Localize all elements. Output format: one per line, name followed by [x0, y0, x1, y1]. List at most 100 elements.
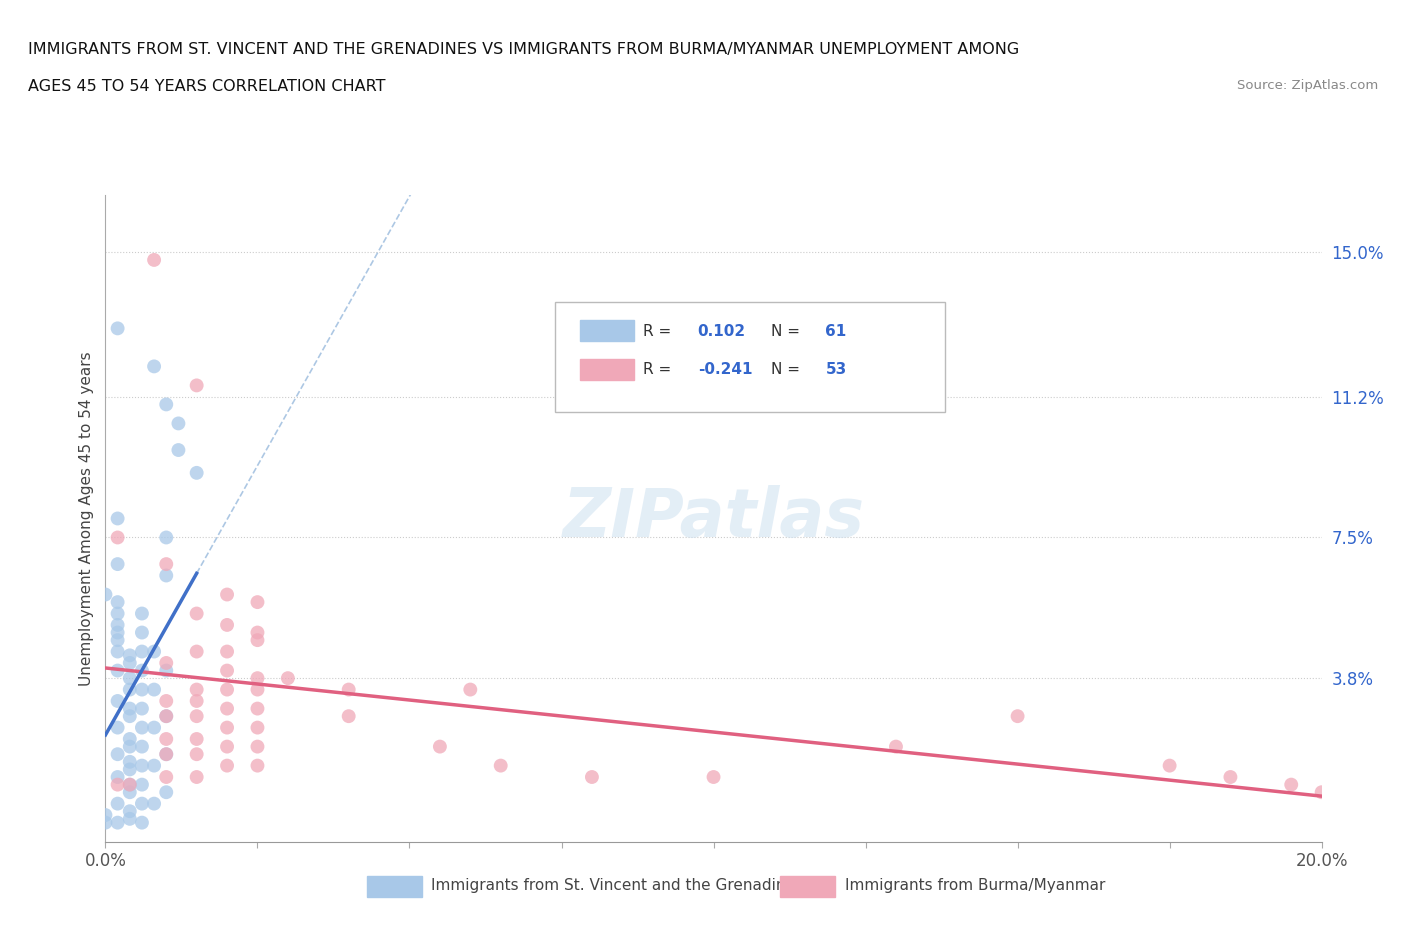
Point — [131, 777, 153, 792]
Point — [118, 648, 141, 663]
Point — [1159, 758, 1181, 773]
Point — [118, 739, 141, 754]
Point — [118, 754, 141, 769]
Point — [107, 606, 129, 621]
Point — [155, 397, 177, 412]
Point — [131, 720, 153, 735]
Point — [118, 804, 141, 818]
Point — [186, 465, 208, 480]
Point — [246, 682, 269, 697]
Point — [94, 807, 117, 822]
Point — [107, 816, 129, 830]
Point — [131, 625, 153, 640]
Point — [429, 739, 451, 754]
Point — [246, 625, 269, 640]
Point — [489, 758, 512, 773]
FancyBboxPatch shape — [780, 876, 835, 897]
Point — [217, 587, 239, 602]
Point — [186, 732, 208, 747]
Point — [155, 656, 177, 671]
Point — [186, 606, 208, 621]
Point — [118, 785, 141, 800]
Point — [131, 701, 153, 716]
Point — [155, 530, 177, 545]
Point — [217, 758, 239, 773]
Text: Source: ZipAtlas.com: Source: ZipAtlas.com — [1237, 79, 1378, 92]
Point — [107, 663, 129, 678]
Point — [143, 359, 166, 374]
Point — [107, 557, 129, 572]
Point — [155, 709, 177, 724]
Point — [246, 594, 269, 609]
Text: Immigrants from St. Vincent and the Grenadines: Immigrants from St. Vincent and the Gren… — [432, 878, 803, 893]
Point — [581, 770, 603, 785]
Point — [1279, 777, 1302, 792]
Point — [107, 594, 129, 609]
Point — [167, 416, 190, 431]
Point — [118, 732, 141, 747]
Point — [131, 796, 153, 811]
FancyBboxPatch shape — [555, 302, 945, 412]
Point — [217, 644, 239, 659]
Point — [155, 568, 177, 583]
Point — [246, 739, 269, 754]
Y-axis label: Unemployment Among Ages 45 to 54 years: Unemployment Among Ages 45 to 54 years — [79, 352, 94, 685]
Text: N =: N = — [770, 363, 804, 378]
FancyBboxPatch shape — [579, 320, 634, 340]
Point — [702, 770, 725, 785]
Point — [118, 656, 141, 671]
Point — [118, 682, 141, 697]
Point — [246, 758, 269, 773]
Point — [246, 720, 269, 735]
Text: R =: R = — [643, 324, 676, 339]
Text: -0.241: -0.241 — [697, 363, 752, 378]
Point — [107, 796, 129, 811]
Point — [107, 720, 129, 735]
Point — [217, 739, 239, 754]
Point — [107, 530, 129, 545]
Text: 61: 61 — [825, 324, 846, 339]
Point — [186, 770, 208, 785]
Point — [217, 701, 239, 716]
Point — [107, 512, 129, 526]
Point — [155, 770, 177, 785]
Point — [186, 694, 208, 709]
Point — [131, 606, 153, 621]
Point — [458, 682, 481, 697]
Point — [167, 443, 190, 458]
Point — [118, 709, 141, 724]
Point — [246, 671, 269, 685]
Point — [155, 747, 177, 762]
Point — [155, 694, 177, 709]
Point — [107, 777, 129, 792]
Point — [131, 663, 153, 678]
Point — [94, 587, 117, 602]
Point — [155, 785, 177, 800]
Point — [118, 811, 141, 826]
Point — [217, 618, 239, 632]
Point — [131, 682, 153, 697]
Point — [186, 644, 208, 659]
Point — [217, 663, 239, 678]
Point — [107, 618, 129, 632]
Text: IMMIGRANTS FROM ST. VINCENT AND THE GRENADINES VS IMMIGRANTS FROM BURMA/MYANMAR : IMMIGRANTS FROM ST. VINCENT AND THE GREN… — [28, 42, 1019, 57]
Point — [118, 701, 141, 716]
Point — [118, 777, 141, 792]
Point — [155, 747, 177, 762]
FancyBboxPatch shape — [579, 359, 634, 379]
Point — [118, 671, 141, 685]
Text: R =: R = — [643, 363, 676, 378]
Point — [107, 632, 129, 647]
Point — [131, 758, 153, 773]
Point — [143, 758, 166, 773]
Text: 0.102: 0.102 — [697, 324, 745, 339]
Point — [155, 663, 177, 678]
Point — [143, 253, 166, 268]
Point — [118, 777, 141, 792]
Point — [94, 816, 117, 830]
FancyBboxPatch shape — [367, 876, 422, 897]
Point — [107, 644, 129, 659]
Point — [131, 739, 153, 754]
Point — [131, 644, 153, 659]
Point — [1219, 770, 1241, 785]
